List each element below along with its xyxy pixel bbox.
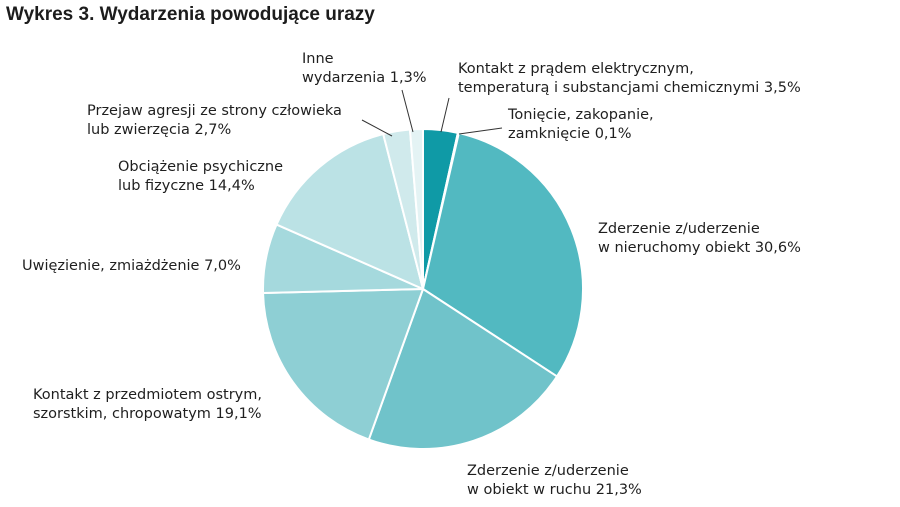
pie-slice-9 (408, 127, 424, 290)
slice-label-1: Kontakt z prądem elektrycznym, temperatur… (458, 61, 801, 96)
leader-line-8 (361, 119, 393, 137)
slice-label-line: Zderzenie z/uderzenie (598, 221, 760, 237)
slice-label-line: Zderzenie z/uderzenie (467, 463, 629, 479)
slice-label-line: w obiekt w ruchu 21,3% (467, 482, 642, 498)
slice-label-line: Przejaw agresji ze strony człowieka (87, 103, 342, 119)
slice-label-line: lub fizyczne 14,4% (118, 178, 255, 194)
chart-title: Wykres 3. Wydarzenia powodujące urazy (6, 4, 375, 25)
slice-label-6: Uwięzienie, zmiażdżenie 7,0% (22, 258, 241, 274)
slice-label-line: Uwięzienie, zmiażdżenie 7,0% (22, 258, 241, 274)
slice-label-8: Przejaw agresji ze strony człowieka lub z… (87, 103, 342, 138)
leader-line-9 (401, 89, 414, 133)
slice-label-line: Inne (302, 51, 334, 67)
slice-label-line: zamknięcie 0,1% (508, 126, 632, 142)
slice-label-9: Inne wydarzenia 1,3% (302, 51, 427, 86)
slice-label-line: w nieruchomy obiekt 30,6% (598, 240, 801, 256)
pie-slice-3 (422, 132, 584, 378)
slice-label-7: Obciążenie psychiczne lub fizyczne 14,4% (118, 159, 283, 194)
slice-label-line: temperaturą i substancjami chemicznymi 3… (458, 80, 801, 96)
slice-label-line: Tonięcie, zakopanie, (507, 107, 654, 123)
leader-line-2 (458, 127, 503, 135)
leader-line-1 (440, 97, 450, 133)
slice-label-line: Obciążenie psychiczne (118, 159, 283, 175)
slice-label-5: Kontakt z przedmiotem ostrym, szorstkim, … (33, 387, 262, 422)
pie-slice-7 (275, 133, 424, 290)
slice-label-2: Tonięcie, zakopanie, zamknięcie 0,1% (507, 107, 654, 142)
slice-label-line: Kontakt z przedmiotem ostrym, (33, 387, 262, 403)
pie-slice-5 (262, 288, 424, 441)
slice-label-line: szorstkim, chropowatym 19,1% (33, 406, 262, 422)
slice-label-3: Zderzenie z/uderzenie w nieruchomy obiekt… (598, 221, 801, 256)
slice-label-line: wydarzenia 1,3% (302, 70, 427, 86)
pie-slice-4 (367, 288, 558, 450)
slice-label-line: lub zwierzęcia 2,7% (87, 122, 231, 138)
slice-label-line: Kontakt z prądem elektrycznym, (458, 61, 694, 77)
slice-label-4: Zderzenie z/uderzenie w obiekt w ruchu 21… (467, 463, 642, 498)
